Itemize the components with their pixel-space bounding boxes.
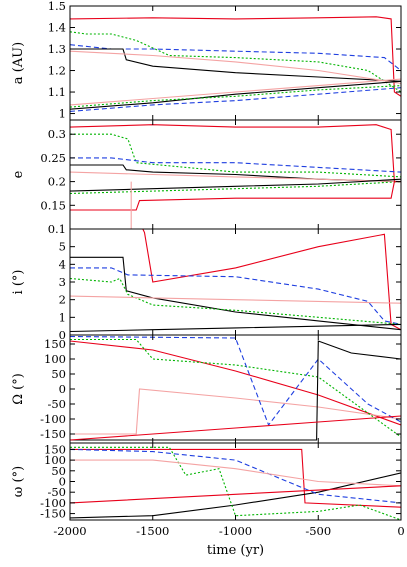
series-line-blue <box>70 267 401 325</box>
series-line-pink <box>70 459 401 487</box>
y-axis-label: Ω (°) <box>11 373 26 405</box>
y-tick-label: 1.5 <box>48 0 66 13</box>
y-tick-label: 1 <box>59 107 66 121</box>
y-axis-label: e <box>11 170 26 178</box>
y-tick-label: -100 <box>40 496 66 510</box>
panel-1: 0.1 0.15 0.2 0.25 0.3 e <box>11 119 402 236</box>
y-tick-label: 0.25 <box>40 151 66 165</box>
y-tick-label: 1.3 <box>48 42 66 56</box>
panel-2: 0 1 2 3 4 5 i (°) <box>11 228 402 342</box>
series-line-green <box>70 181 401 195</box>
series-line-green <box>70 446 401 520</box>
y-tick-label: 4 <box>59 257 66 271</box>
panel-frame <box>69 442 402 521</box>
series-line-green <box>70 85 401 108</box>
x-tick-label: -2000 <box>53 524 86 538</box>
series-line-red <box>70 181 401 211</box>
y-tick-label: -150 <box>40 507 66 521</box>
y-tick-label: 150 <box>44 442 66 456</box>
series-line-pink <box>70 50 401 84</box>
y-tick-label: -150 <box>40 427 66 441</box>
series-line-blue <box>70 87 401 112</box>
y-tick-label: 0.1 <box>48 222 66 236</box>
y-tick-label: 1.1 <box>48 85 66 99</box>
panel-0: 1 1.1 1.2 1.3 1.4 1.5 a (AU) <box>11 0 402 121</box>
series-line-red <box>70 340 401 426</box>
x-axis-label: time (yr) <box>207 543 264 558</box>
panel-frame <box>69 228 402 336</box>
y-tick-label: 0.3 <box>48 127 66 141</box>
series-line-green <box>70 133 401 178</box>
y-tick-label: 0 <box>59 382 66 396</box>
y-tick-label: -100 <box>40 412 66 426</box>
y-tick-label: 0.2 <box>48 175 66 189</box>
series-group <box>70 124 401 229</box>
y-tick-label: 0.15 <box>40 198 66 212</box>
y-tick-label: 100 <box>44 453 66 467</box>
series-group <box>70 229 401 333</box>
y-tick-label: 0 <box>59 475 66 489</box>
x-tick-label: -500 <box>305 524 331 538</box>
panels: 1 1.1 1.2 1.3 1.4 1.5 a (AU) 0.1 0.15 0.2 0.25 0.3 e… <box>11 0 402 521</box>
y-tick-label: 50 <box>51 367 66 381</box>
series-line-pink <box>70 388 401 435</box>
y-tick-label: 1.2 <box>48 64 66 78</box>
series-line-red <box>70 229 401 331</box>
series-line-black <box>70 323 401 333</box>
y-tick-label: -50 <box>47 485 66 499</box>
y-axis-label: i (°) <box>11 270 26 295</box>
series-line-pink <box>70 295 401 304</box>
series-line-blue <box>70 335 401 427</box>
series-group <box>70 16 401 112</box>
series-line-pink <box>70 78 401 106</box>
y-tick-label: 50 <box>51 464 66 478</box>
y-tick-label: -50 <box>47 397 66 411</box>
series-line-red <box>70 448 401 508</box>
x-tick-label: -1500 <box>136 524 169 538</box>
y-axis-label: a (AU) <box>11 42 26 84</box>
series-line-blue <box>70 157 401 173</box>
y-axis-label: ω (°) <box>11 466 26 497</box>
series-line-black <box>70 80 401 110</box>
x-tick-label: 0 <box>397 524 404 538</box>
series-group <box>70 335 401 441</box>
x-axis: -2000 -1500 -1000 -500 0 <box>53 524 404 538</box>
y-tick-label: 0 <box>59 328 66 342</box>
y-tick-label: 5 <box>59 240 66 254</box>
series-line-blue <box>70 448 401 504</box>
y-tick-label: 150 <box>44 337 66 351</box>
series-line-green <box>70 31 401 93</box>
series-line-red <box>70 485 401 504</box>
series-line-black <box>70 48 401 82</box>
y-tick-label: 1.4 <box>48 21 66 35</box>
series-line-green <box>70 277 401 325</box>
y-tick-label: 100 <box>44 352 66 366</box>
series-line-black <box>70 472 401 519</box>
series-line-green <box>70 338 401 438</box>
series-line-red <box>70 415 401 441</box>
y-tick-label: 1 <box>59 310 66 324</box>
y-tick-label: 2 <box>59 293 66 307</box>
x-tick-label: -1000 <box>219 524 252 538</box>
series-line-red <box>70 124 401 183</box>
series-line-pink <box>130 181 133 229</box>
series-group <box>70 446 401 520</box>
series-line-pink <box>70 171 401 183</box>
y-tick-label: 3 <box>59 275 66 289</box>
series-line-black <box>70 178 401 192</box>
series-line-red <box>70 16 401 97</box>
series-line-black <box>70 340 401 441</box>
